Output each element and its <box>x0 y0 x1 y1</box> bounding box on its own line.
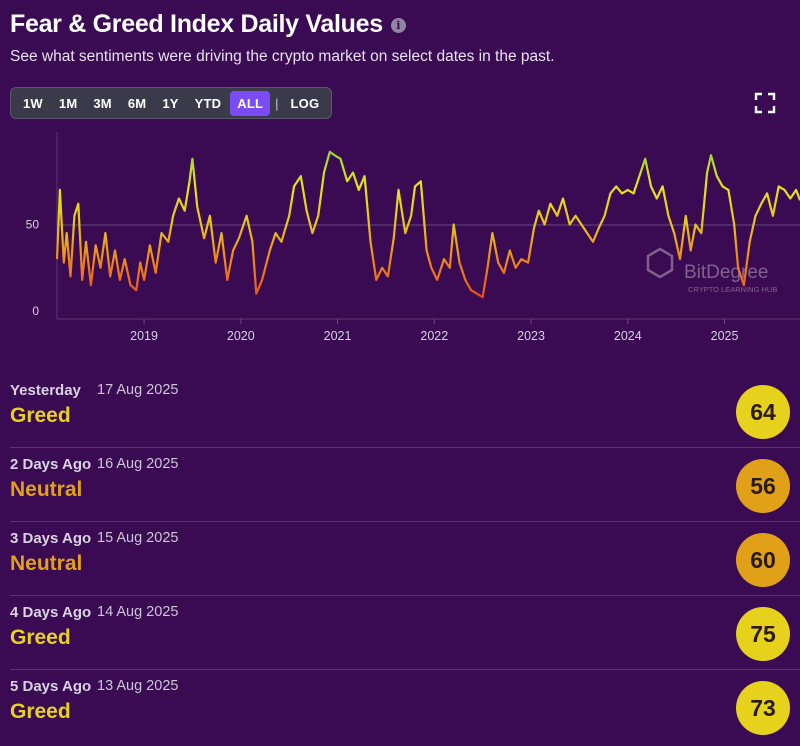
history-row-4: 4 Days Ago 14 Aug 2025 Greed 75 <box>10 596 800 670</box>
page-subtitle: See what sentiments were driving the cry… <box>10 48 555 65</box>
row-value-badge: 60 <box>736 533 790 587</box>
row-value-badge: 75 <box>736 607 790 661</box>
range-separator: | <box>275 95 279 111</box>
row-when: 2 Days Ago <box>10 456 92 473</box>
row-when: 5 Days Ago <box>10 678 92 695</box>
row-value-badge: 64 <box>736 385 790 439</box>
row-when: 3 Days Ago <box>10 530 92 547</box>
row-classification: Greed <box>10 700 71 723</box>
fear-greed-chart: BitDegree CRYPTO LEARNING HUB 0 50 2019 20… <box>26 132 800 343</box>
x-tick-label-2020: 2020 <box>227 329 255 343</box>
range-button-ytd[interactable]: YTD <box>194 95 222 111</box>
bitdegree-logo-icon <box>646 247 674 279</box>
watermark-brand: BitDegree <box>684 262 769 283</box>
row-classification: Greed <box>10 626 71 649</box>
row-when: 4 Days Ago <box>10 604 92 621</box>
range-button-1y[interactable]: 1Y <box>162 95 179 111</box>
range-button-6m[interactable]: 6M <box>127 95 147 111</box>
row-when: Yesterday <box>10 382 81 399</box>
page-title: Fear & Greed Index Daily Values <box>10 10 383 38</box>
row-date: 14 Aug 2025 <box>97 604 179 620</box>
watermark: BitDegree CRYPTO LEARNING HUB <box>646 247 777 294</box>
history-row-1: Yesterday 17 Aug 2025 Greed 64 <box>10 374 800 448</box>
range-button-1m[interactable]: 1M <box>58 95 78 111</box>
watermark-tagline: CRYPTO LEARNING HUB <box>688 285 777 294</box>
log-scale-button[interactable]: LOG <box>290 95 320 111</box>
x-tick-label-2019: 2019 <box>130 329 158 343</box>
x-tick-label-2023: 2023 <box>517 329 545 343</box>
time-range-selector: 1W 1M 3M 6M 1Y YTD ALL | LOG <box>10 87 333 119</box>
range-button-3m[interactable]: 3M <box>93 95 112 111</box>
row-value-badge: 73 <box>736 681 790 735</box>
row-date: 16 Aug 2025 <box>97 456 179 472</box>
row-classification: Greed <box>10 404 71 427</box>
history-row-3: 3 Days Ago 15 Aug 2025 Neutral 60 <box>10 522 800 596</box>
fullscreen-icon[interactable] <box>754 92 776 114</box>
row-date: 17 Aug 2025 <box>97 382 179 398</box>
series-line-0 <box>55 150 800 299</box>
info-icon[interactable]: i <box>390 18 406 33</box>
x-tick-label-2024: 2024 <box>614 329 642 343</box>
x-tick-label-2022: 2022 <box>420 329 448 343</box>
row-classification: Neutral <box>10 478 83 501</box>
history-row-5: 5 Days Ago 13 Aug 2025 Greed 73 <box>10 670 800 744</box>
row-classification: Neutral <box>10 552 83 575</box>
history-row-2: 2 Days Ago 16 Aug 2025 Neutral 56 <box>10 448 800 522</box>
row-date: 13 Aug 2025 <box>97 678 179 694</box>
page-header: Fear & Greed Index Daily Values i <box>10 10 406 39</box>
range-button-1w[interactable]: 1W <box>23 95 43 111</box>
x-tick-label-2021: 2021 <box>324 329 352 343</box>
y-tick-label-50: 50 <box>26 218 40 232</box>
x-tick-label-2025: 2025 <box>711 329 739 343</box>
range-button-all[interactable]: ALL <box>230 90 271 116</box>
row-date: 15 Aug 2025 <box>97 530 179 546</box>
y-tick-label-0: 0 <box>32 304 39 318</box>
row-value-badge: 56 <box>736 459 790 513</box>
